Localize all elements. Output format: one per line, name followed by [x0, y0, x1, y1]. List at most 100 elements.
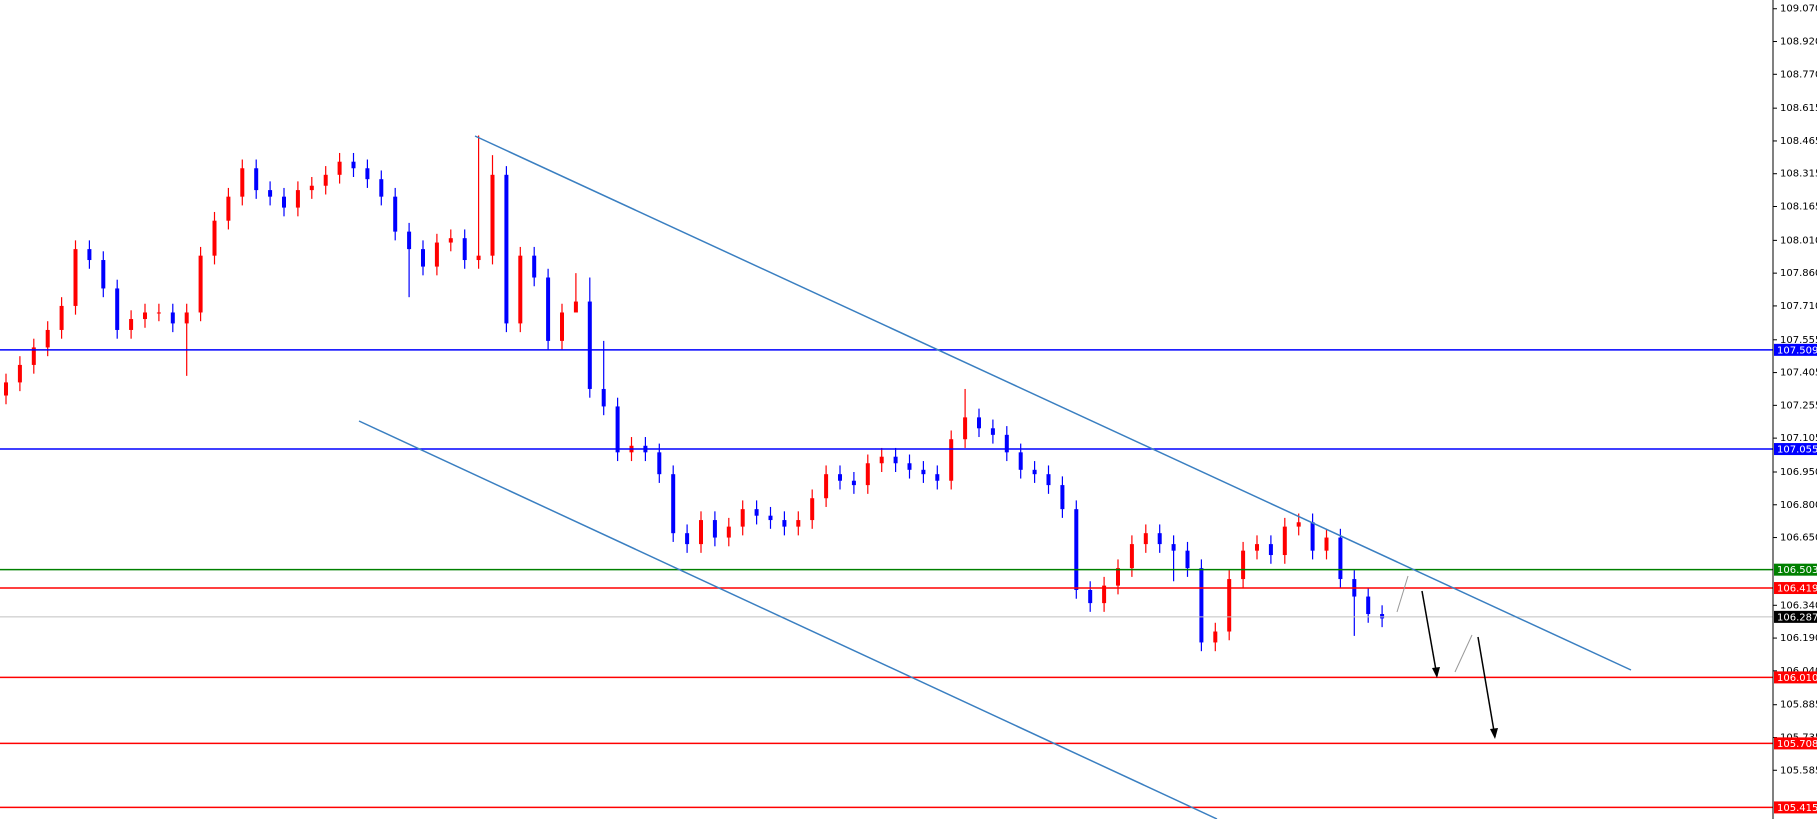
candle-body: [810, 498, 815, 521]
candle-body: [115, 288, 120, 330]
candle-body: [240, 168, 245, 197]
candle-body: [726, 526, 731, 538]
candle-body: [921, 469, 926, 475]
candle-body: [1241, 550, 1246, 580]
candle-body: [671, 474, 676, 534]
candle-body: [1088, 589, 1093, 604]
candle-body: [796, 520, 801, 527]
candle-body: [254, 168, 259, 191]
candle-body: [379, 179, 384, 197]
candle-body: [45, 329, 50, 348]
level-label: 105.415: [1777, 803, 1817, 814]
trend-line: [474, 135, 1632, 671]
level-label-box: [1774, 563, 1817, 576]
candle-body: [143, 312, 147, 320]
y-tick-label: 107.710: [1780, 301, 1817, 312]
y-tick-label: 107.405: [1780, 368, 1817, 379]
candle-body: [1129, 544, 1134, 569]
candle-body: [879, 456, 884, 464]
level-label: 105.708: [1777, 739, 1817, 750]
candle-body: [740, 509, 745, 527]
projection-arrow: [1477, 636, 1496, 738]
candle-body: [73, 249, 78, 306]
candle-body: [1004, 434, 1009, 453]
candle-body: [295, 190, 300, 208]
y-tick-label: 106.340: [1780, 600, 1817, 611]
candle-body: [59, 305, 64, 330]
level-label-box: [1774, 737, 1817, 750]
candle-body: [699, 520, 703, 545]
candle-body: [865, 463, 870, 486]
trend-line: [358, 420, 1218, 819]
y-tick-label: 107.255: [1780, 400, 1817, 411]
candle-body: [323, 174, 328, 186]
candle-body: [129, 319, 134, 330]
candle-body: [1046, 474, 1051, 486]
y-tick-label: 106.650: [1780, 533, 1817, 544]
arrow-head: [1432, 667, 1440, 678]
y-tick-label: 105.885: [1780, 700, 1817, 711]
candle-body: [518, 255, 523, 324]
candle-body: [365, 168, 370, 180]
candle-body: [935, 474, 940, 481]
candle-body: [838, 474, 842, 481]
candle-body: [504, 174, 509, 324]
candle-body: [768, 515, 773, 521]
candle-body: [560, 312, 564, 341]
y-tick-label: 108.465: [1780, 136, 1817, 147]
candle-body: [1324, 537, 1329, 551]
level-label-box: [1774, 610, 1817, 623]
y-tick-label: 108.315: [1780, 169, 1817, 180]
y-tick-label: 106.190: [1780, 633, 1817, 644]
level-label: 106.503: [1777, 565, 1817, 576]
candle-body: [1310, 522, 1315, 551]
y-tick-label: 108.920: [1780, 37, 1817, 48]
arrow-head: [1490, 728, 1498, 739]
candle-body: [184, 312, 189, 324]
candle-body: [87, 249, 92, 261]
candle-body: [573, 301, 578, 313]
candle-body: [546, 277, 551, 341]
candle-body: [198, 255, 203, 313]
candle-body: [1102, 585, 1107, 604]
candle-body: [1032, 469, 1037, 475]
candle-body: [1143, 533, 1148, 545]
y-tick-label: 107.105: [1780, 433, 1817, 444]
candle-body: [462, 238, 467, 261]
candle-body: [1185, 550, 1190, 569]
y-tick-label: 106.950: [1780, 467, 1817, 478]
candle-body: [393, 196, 398, 232]
candle-body: [615, 406, 620, 453]
candle-body: [824, 474, 829, 499]
candle-body: [657, 452, 662, 475]
candle-body: [1268, 544, 1273, 556]
candle-body: [782, 520, 787, 527]
candle-body: [1338, 537, 1343, 580]
candle-body: [1171, 544, 1176, 551]
candle-body: [1157, 533, 1162, 545]
level-label: 106.287: [1777, 612, 1817, 623]
candle-body: [170, 312, 175, 324]
candle-body: [1018, 452, 1023, 470]
candle-body: [977, 417, 981, 429]
candle-body: [1227, 579, 1232, 632]
annotations: [358, 135, 1632, 819]
candle-body: [101, 260, 106, 289]
candle-body: [448, 238, 453, 243]
candle-body: [17, 364, 22, 383]
level-label: 106.419: [1777, 584, 1817, 595]
candle-body: [587, 301, 592, 389]
y-tick-label: 107.860: [1780, 268, 1817, 279]
level-label-box: [1774, 343, 1817, 356]
candle-body: [309, 185, 314, 191]
candle-body: [1255, 544, 1259, 551]
candle-body: [1199, 568, 1204, 643]
level-label-box: [1774, 443, 1817, 456]
level-label: 107.509: [1777, 345, 1817, 356]
candle-body: [990, 428, 995, 435]
y-tick-label: 108.010: [1780, 235, 1817, 246]
candle-body: [1213, 631, 1218, 643]
candle-body: [893, 456, 898, 464]
